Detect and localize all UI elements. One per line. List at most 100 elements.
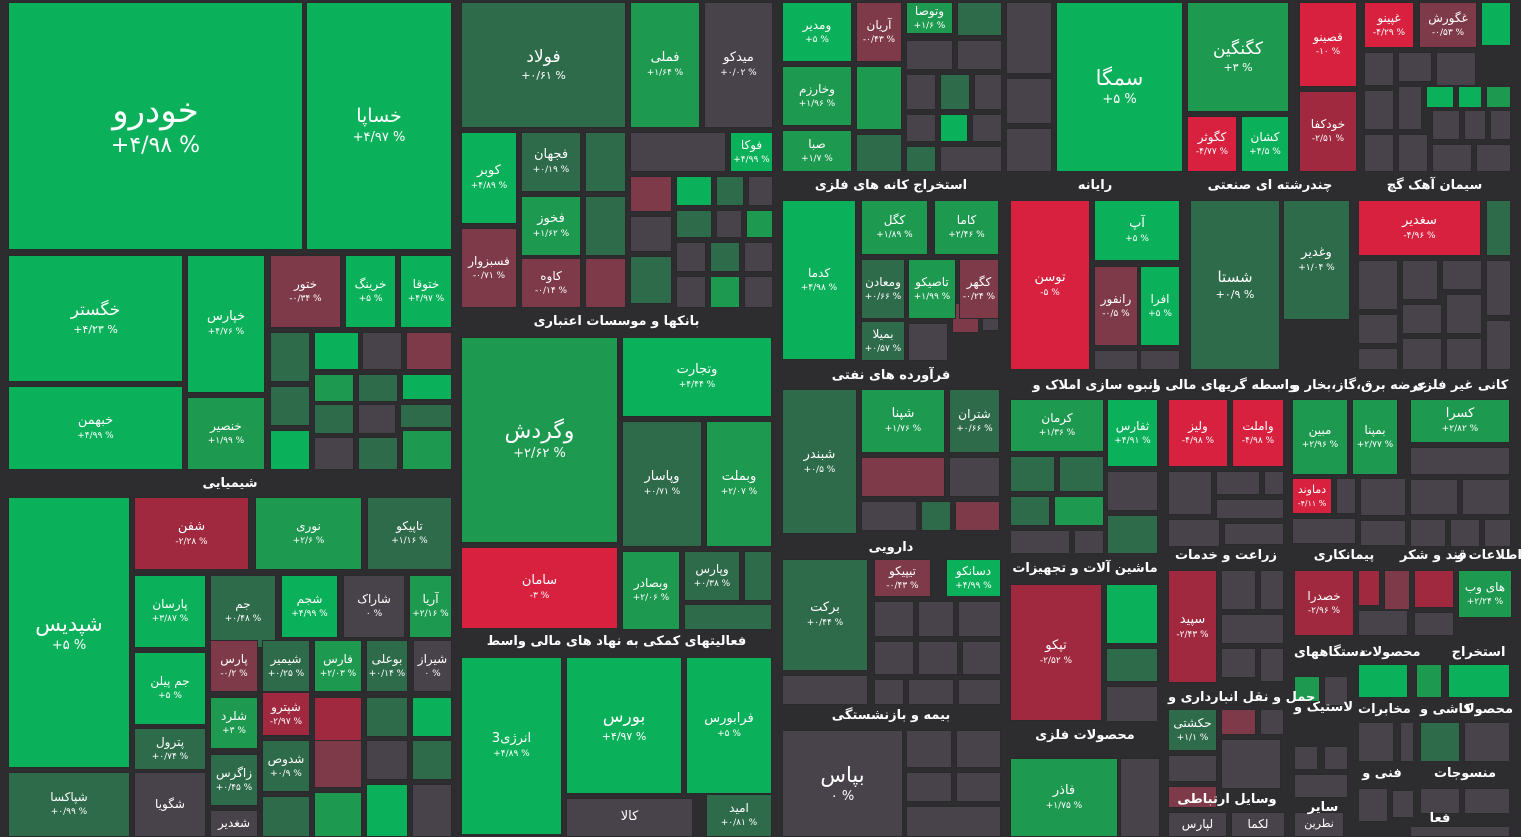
treemap-tile[interactable]: [1364, 134, 1394, 172]
treemap-tile[interactable]: بورس +۴/۹۷ %: [566, 657, 682, 794]
treemap-tile[interactable]: ختور -۰/۳۴ %: [270, 255, 341, 328]
treemap-tile[interactable]: ثفارس +۴/۹۱ %: [1107, 399, 1158, 467]
treemap-tile[interactable]: [1398, 52, 1432, 82]
treemap-tile[interactable]: [874, 679, 904, 705]
treemap-tile[interactable]: [366, 740, 408, 780]
treemap-tile[interactable]: [1414, 570, 1454, 608]
treemap-tile[interactable]: [748, 176, 773, 206]
treemap-tile[interactable]: انرژی3 +۴/۸۹ %: [461, 657, 562, 835]
treemap-tile[interactable]: نوری +۲/۶ %: [255, 497, 362, 570]
treemap-tile[interactable]: آریان -۰/۴۳ %: [856, 2, 902, 62]
treemap-tile[interactable]: [1006, 2, 1052, 74]
treemap-tile[interactable]: [1224, 523, 1284, 545]
treemap-tile[interactable]: سامان -۳ %: [461, 547, 618, 629]
treemap-tile[interactable]: [1358, 570, 1380, 606]
treemap-tile[interactable]: [1264, 471, 1284, 495]
treemap-tile[interactable]: سمگا +۵ %: [1056, 2, 1183, 172]
treemap-tile[interactable]: [958, 601, 1001, 637]
treemap-tile[interactable]: تاصیکو +۱/۹۹ %: [908, 259, 956, 319]
treemap-tile[interactable]: وپاسار +۰/۷۱ %: [622, 421, 702, 547]
treemap-tile[interactable]: [1402, 338, 1442, 370]
treemap-tile[interactable]: [585, 196, 626, 256]
treemap-tile[interactable]: خپارس +۴/۷۶ %: [187, 255, 265, 393]
treemap-tile[interactable]: غپینو -۴/۲۹ %: [1364, 2, 1414, 48]
treemap-tile[interactable]: سغدیر -۴/۹۶ %: [1358, 200, 1481, 256]
treemap-tile[interactable]: فوکا +۴/۹۹ %: [730, 132, 773, 172]
treemap-tile[interactable]: [1426, 86, 1454, 108]
treemap-tile[interactable]: وپارس +۰/۳۸ %: [684, 551, 740, 601]
treemap-tile[interactable]: [1384, 570, 1410, 610]
treemap-tile[interactable]: [1216, 471, 1260, 495]
treemap-tile[interactable]: فسبزوار -۰/۷۱ %: [461, 228, 517, 308]
treemap-tile[interactable]: [1010, 456, 1055, 492]
treemap-tile[interactable]: [1006, 78, 1052, 124]
treemap-tile[interactable]: پترول +۰/۷۴ %: [134, 728, 206, 770]
treemap-tile[interactable]: [1260, 648, 1284, 682]
treemap-tile[interactable]: کالا: [566, 798, 693, 837]
treemap-tile[interactable]: [1481, 2, 1511, 46]
treemap-tile[interactable]: [1336, 478, 1356, 514]
treemap-tile[interactable]: [1260, 570, 1284, 610]
treemap-tile[interactable]: [630, 176, 672, 212]
treemap-tile[interactable]: فخوز +۱/۶۲ %: [521, 196, 581, 256]
treemap-tile[interactable]: کاوه -۰/۱۴ %: [521, 258, 581, 308]
treemap-tile[interactable]: [1364, 52, 1394, 86]
treemap-tile[interactable]: [585, 132, 626, 192]
treemap-tile[interactable]: وغدیر +۱/۰۴ %: [1283, 200, 1350, 320]
treemap-tile[interactable]: [1168, 755, 1217, 782]
treemap-tile[interactable]: [956, 772, 1001, 802]
treemap-tile[interactable]: فولاد +۰/۶۱ %: [461, 2, 626, 128]
treemap-tile[interactable]: [1410, 479, 1458, 515]
treemap-tile[interactable]: [1448, 664, 1510, 698]
treemap-tile[interactable]: [856, 134, 902, 172]
treemap-tile[interactable]: [1402, 260, 1438, 300]
treemap-tile[interactable]: [906, 806, 1001, 837]
treemap-tile[interactable]: نطرین: [1294, 812, 1344, 837]
treemap-tile[interactable]: [906, 146, 936, 172]
treemap-tile[interactable]: آریا +۲/۱۶ %: [409, 575, 452, 638]
treemap-tile[interactable]: [906, 114, 936, 142]
treemap-tile[interactable]: [1358, 348, 1398, 370]
treemap-tile[interactable]: [1420, 722, 1460, 762]
treemap-tile[interactable]: [358, 437, 398, 470]
treemap-tile[interactable]: فاذر +۱/۷۵ %: [1010, 758, 1118, 837]
treemap-tile[interactable]: [1410, 447, 1510, 475]
treemap-tile[interactable]: کگوثر -۴/۷۷ %: [1187, 116, 1237, 172]
treemap-tile[interactable]: [314, 404, 354, 434]
treemap-tile[interactable]: [861, 501, 917, 531]
treemap-tile[interactable]: [402, 374, 452, 400]
treemap-tile[interactable]: [1358, 664, 1408, 698]
treemap-tile[interactable]: [1106, 648, 1158, 682]
treemap-tile[interactable]: [1358, 788, 1388, 822]
treemap-tile[interactable]: [710, 276, 740, 308]
treemap-tile[interactable]: [684, 604, 772, 630]
treemap-tile[interactable]: [262, 796, 310, 837]
treemap-tile[interactable]: خرینگ +۵ %: [345, 255, 396, 328]
treemap-tile[interactable]: صبا +۱/۷ %: [782, 130, 852, 172]
treemap-tile[interactable]: [949, 457, 1000, 497]
treemap-tile[interactable]: شبندر +۰/۵ %: [782, 389, 857, 534]
treemap-tile[interactable]: [676, 210, 712, 238]
treemap-tile[interactable]: شپنا +۱/۷۶ %: [861, 389, 945, 453]
treemap-tile[interactable]: [962, 641, 1001, 675]
treemap-tile[interactable]: لکما: [1231, 812, 1285, 837]
treemap-tile[interactable]: [874, 641, 914, 675]
treemap-tile[interactable]: [314, 740, 362, 788]
treemap-tile[interactable]: سپید -۲/۴۳ %: [1168, 570, 1217, 683]
treemap-tile[interactable]: بوعلی +۰/۱۴ %: [366, 640, 408, 692]
treemap-tile[interactable]: [1059, 456, 1104, 492]
treemap-tile[interactable]: [874, 601, 914, 637]
treemap-tile[interactable]: [1324, 676, 1348, 706]
treemap-tile[interactable]: پارسان +۳/۸۷ %: [134, 575, 206, 648]
treemap-tile[interactable]: [412, 784, 452, 837]
treemap-tile[interactable]: امید +۰/۸۱ %: [706, 794, 772, 837]
treemap-tile[interactable]: [1074, 530, 1104, 554]
treemap-tile[interactable]: [1476, 144, 1511, 172]
treemap-tile[interactable]: [1486, 320, 1511, 370]
treemap-tile[interactable]: [1168, 471, 1212, 515]
treemap-tile[interactable]: فارس +۲/۰۳ %: [314, 640, 362, 692]
treemap-tile[interactable]: واملت -۴/۹۸ %: [1232, 399, 1284, 467]
treemap-tile[interactable]: خگستر +۴/۲۳ %: [8, 255, 183, 382]
treemap-tile[interactable]: برکت +۰/۴۴ %: [782, 559, 868, 671]
treemap-tile[interactable]: [1464, 788, 1510, 814]
